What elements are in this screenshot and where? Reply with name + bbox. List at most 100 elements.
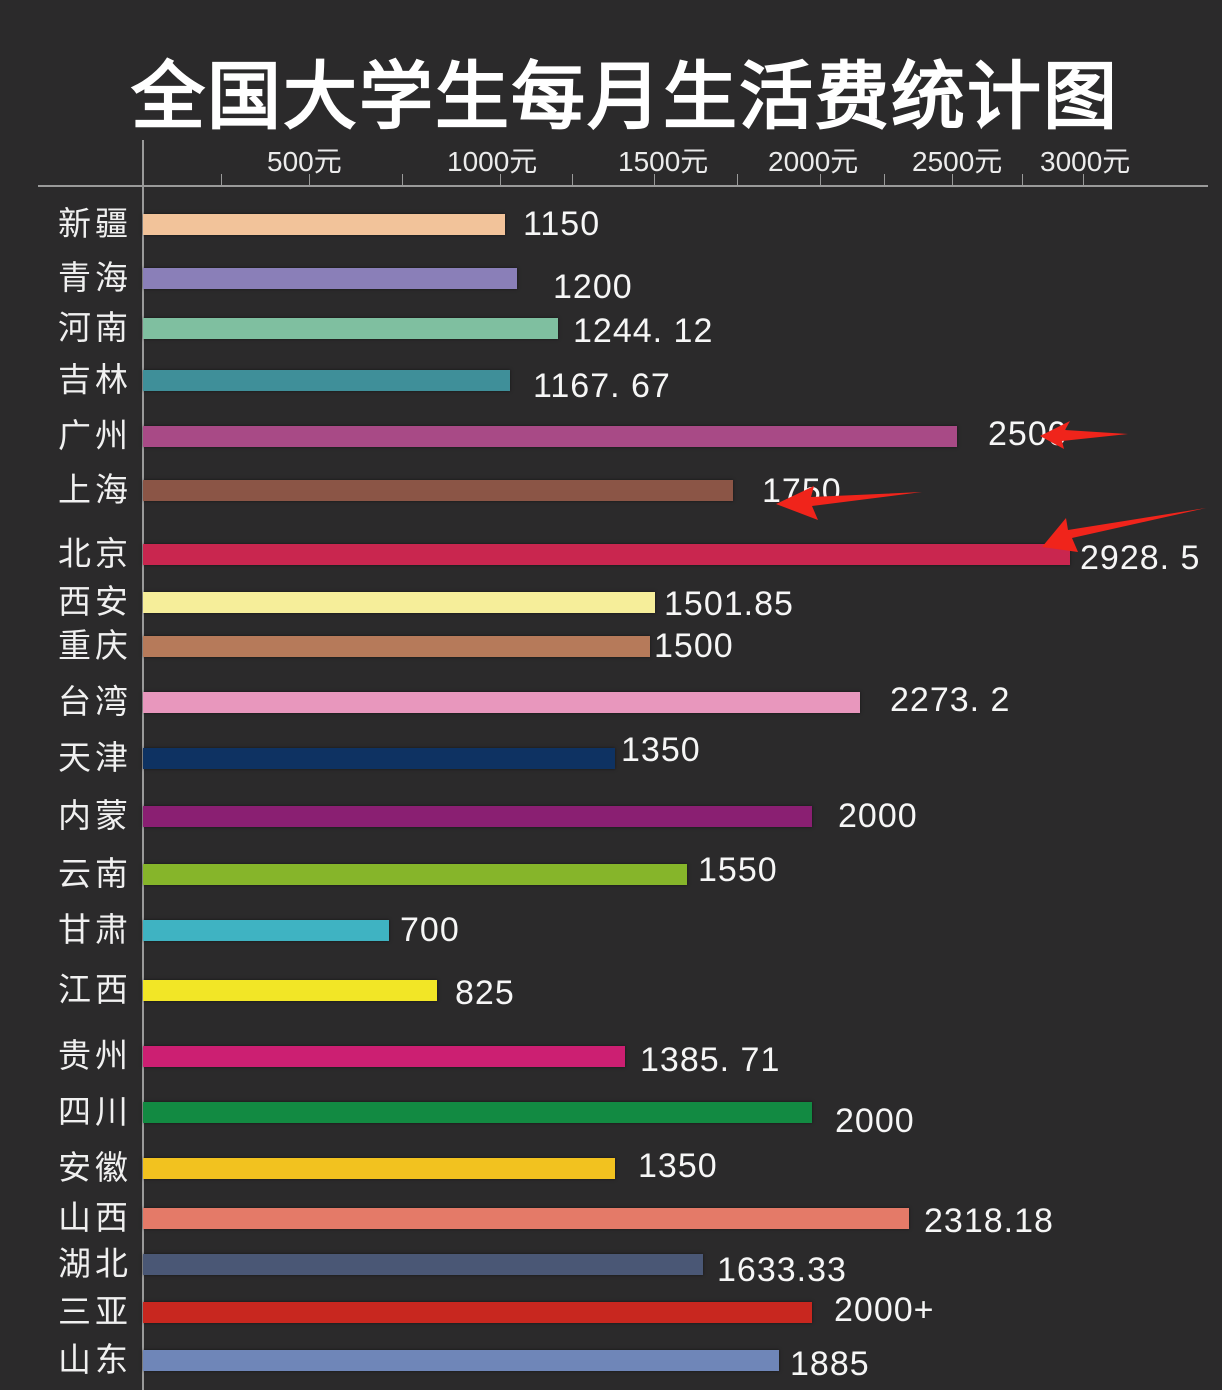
bar [143, 1046, 625, 1067]
bar [143, 214, 505, 235]
bar-row: 江西 825 [0, 970, 1222, 1012]
value-label: 825 [455, 974, 515, 1012]
bar [143, 692, 860, 713]
value-label: 1350 [638, 1147, 718, 1185]
x-tick-label: 2000元 [768, 146, 859, 177]
x-tick-mark [820, 174, 821, 186]
category-label: 安徽 [58, 1148, 132, 1187]
value-label: 2000 [838, 797, 918, 835]
x-tick-mark [500, 174, 501, 186]
bar-row: 西安 1501.85 [0, 582, 1222, 623]
bar-row: 内蒙 2000 [0, 796, 1222, 836]
bar-row: 广州 2500 [0, 415, 1222, 456]
bar-row: 湖北 1633.33 [0, 1244, 1222, 1289]
value-label: 1244. 12 [573, 312, 714, 350]
x-tick-label: 3000元 [1040, 146, 1131, 177]
category-label: 天津 [58, 738, 132, 777]
category-label: 湖北 [58, 1244, 132, 1283]
bar-row: 吉林 1167. 67 [0, 360, 1222, 405]
x-tick-label: 500元 [267, 146, 342, 177]
bar [143, 980, 437, 1001]
bar [143, 370, 510, 391]
bar [143, 806, 812, 827]
category-label: 西安 [58, 582, 132, 621]
bar [143, 318, 558, 339]
category-label: 三亚 [58, 1292, 132, 1331]
value-label: 1350 [621, 731, 701, 769]
bar-row: 四川 2000 [0, 1092, 1222, 1140]
bar [143, 748, 615, 769]
value-label: 2318.18 [924, 1202, 1054, 1240]
value-label: 1200 [553, 268, 633, 306]
category-label: 台湾 [58, 682, 132, 721]
category-label: 青海 [58, 258, 132, 297]
value-label: 1500 [654, 627, 734, 665]
x-minor-tick-mark [884, 174, 885, 186]
value-label: 1550 [698, 851, 778, 889]
bar-row: 天津 1350 [0, 731, 1222, 778]
bar [143, 1102, 812, 1123]
bar-row: 重庆 1500 [0, 626, 1222, 666]
x-tick-mark [952, 174, 953, 186]
bar-row: 安徽 1350 [0, 1147, 1222, 1188]
chart-title: 全国大学生每月生活费统计图 [131, 54, 1119, 140]
bar-row: 贵州 1385. 71 [0, 1036, 1222, 1079]
category-label: 云南 [58, 854, 132, 893]
bar-row: 台湾 2273. 2 [0, 681, 1222, 722]
bar [143, 592, 655, 613]
category-label: 内蒙 [58, 796, 132, 835]
x-minor-tick-mark [737, 174, 738, 186]
bar-row: 新疆 1150 [0, 204, 1222, 244]
category-label: 吉林 [58, 360, 132, 399]
category-label: 河南 [58, 308, 132, 347]
category-label: 广州 [58, 416, 132, 455]
bar-row: 三亚 2000+ [0, 1291, 1222, 1332]
category-label: 重庆 [58, 626, 132, 665]
bar [143, 480, 733, 501]
bar [143, 920, 389, 941]
bar-row: 云南 1550 [0, 851, 1222, 894]
bar-row: 青海 1200 [0, 258, 1222, 306]
bar [143, 268, 517, 289]
value-label: 1750 [762, 472, 842, 510]
bar [143, 1254, 703, 1275]
value-label: 1885 [790, 1345, 870, 1383]
bar [143, 1208, 909, 1229]
bar [143, 544, 1070, 565]
bar-row: 上海 1750 [0, 470, 1222, 510]
x-minor-tick-mark [221, 174, 222, 186]
x-tick-mark [654, 174, 655, 186]
category-label: 上海 [58, 470, 132, 509]
category-label: 四川 [58, 1092, 132, 1131]
value-label: 2000+ [834, 1291, 935, 1329]
x-minor-tick-mark [402, 174, 403, 186]
x-tick-mark [1083, 174, 1084, 186]
x-tick-mark [309, 174, 310, 186]
category-label: 北京 [58, 534, 132, 573]
value-label: 700 [400, 911, 460, 949]
x-axis-line [38, 185, 1208, 187]
bar [143, 864, 687, 885]
category-label: 山西 [58, 1198, 132, 1237]
bar-row: 河南 1244. 12 [0, 308, 1222, 350]
value-label: 1167. 67 [533, 367, 671, 405]
x-tick-label: 1000元 [447, 146, 538, 177]
bar-row: 北京 2928. 5 [0, 534, 1222, 577]
bar-row: 甘肃 700 [0, 910, 1222, 950]
value-label: 1385. 71 [640, 1041, 781, 1079]
value-label: 2273. 2 [890, 681, 1011, 719]
value-label: 2000 [835, 1102, 915, 1140]
value-label: 2928. 5 [1080, 539, 1201, 577]
category-label: 新疆 [58, 204, 132, 243]
value-label: 1501.85 [664, 585, 794, 623]
category-label: 江西 [58, 970, 132, 1009]
x-tick-label: 2500元 [912, 146, 1003, 177]
bar-row: 山西 2318.18 [0, 1198, 1222, 1240]
value-label: 1633.33 [717, 1251, 847, 1289]
bar [143, 1158, 615, 1179]
bar-row: 山东 1885 [0, 1340, 1222, 1383]
bar [143, 1350, 779, 1371]
x-minor-tick-mark [1022, 174, 1023, 186]
bar [143, 1302, 812, 1323]
category-label: 贵州 [58, 1036, 132, 1075]
